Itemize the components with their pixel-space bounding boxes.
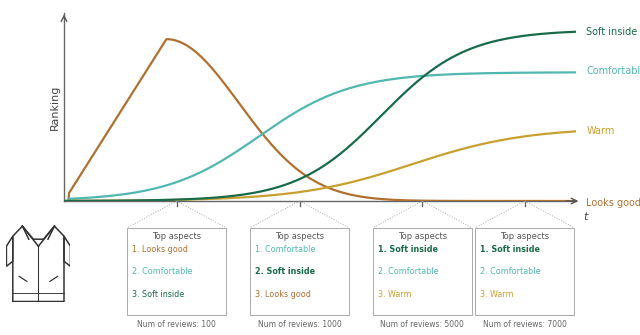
Text: 3. Looks good: 3. Looks good [255,290,311,299]
Text: t: t [584,212,588,222]
Text: Num of reviews: 1000: Num of reviews: 1000 [258,320,341,329]
Text: 2. Comfortable: 2. Comfortable [132,267,193,276]
Text: Top aspects: Top aspects [152,232,201,241]
Text: 3. Warm: 3. Warm [481,290,514,299]
Text: 2. Comfortable: 2. Comfortable [481,267,541,276]
Text: 3. Soft inside: 3. Soft inside [132,290,184,299]
Text: Top aspects: Top aspects [500,232,549,241]
Text: Num of reviews: 7000: Num of reviews: 7000 [483,320,567,329]
Text: Looks good: Looks good [586,198,640,208]
Text: Num of reviews: 100: Num of reviews: 100 [137,320,216,329]
Text: 3. Warm: 3. Warm [378,290,412,299]
Text: Top aspects: Top aspects [398,232,447,241]
Text: Warm: Warm [586,126,614,136]
Y-axis label: Ranking: Ranking [50,84,60,130]
Text: Soft inside: Soft inside [586,27,637,37]
Text: 2. Soft inside: 2. Soft inside [255,267,315,276]
Text: 2. Comfortable: 2. Comfortable [378,267,438,276]
Text: Top aspects: Top aspects [275,232,324,241]
Text: 1. Looks good: 1. Looks good [132,245,188,254]
Text: 1. Soft inside: 1. Soft inside [481,245,540,254]
Text: Num of reviews: 5000: Num of reviews: 5000 [380,320,465,329]
Text: 1. Comfortable: 1. Comfortable [255,245,316,254]
Text: Comfortable: Comfortable [586,66,640,76]
Text: 1. Soft inside: 1. Soft inside [378,245,438,254]
